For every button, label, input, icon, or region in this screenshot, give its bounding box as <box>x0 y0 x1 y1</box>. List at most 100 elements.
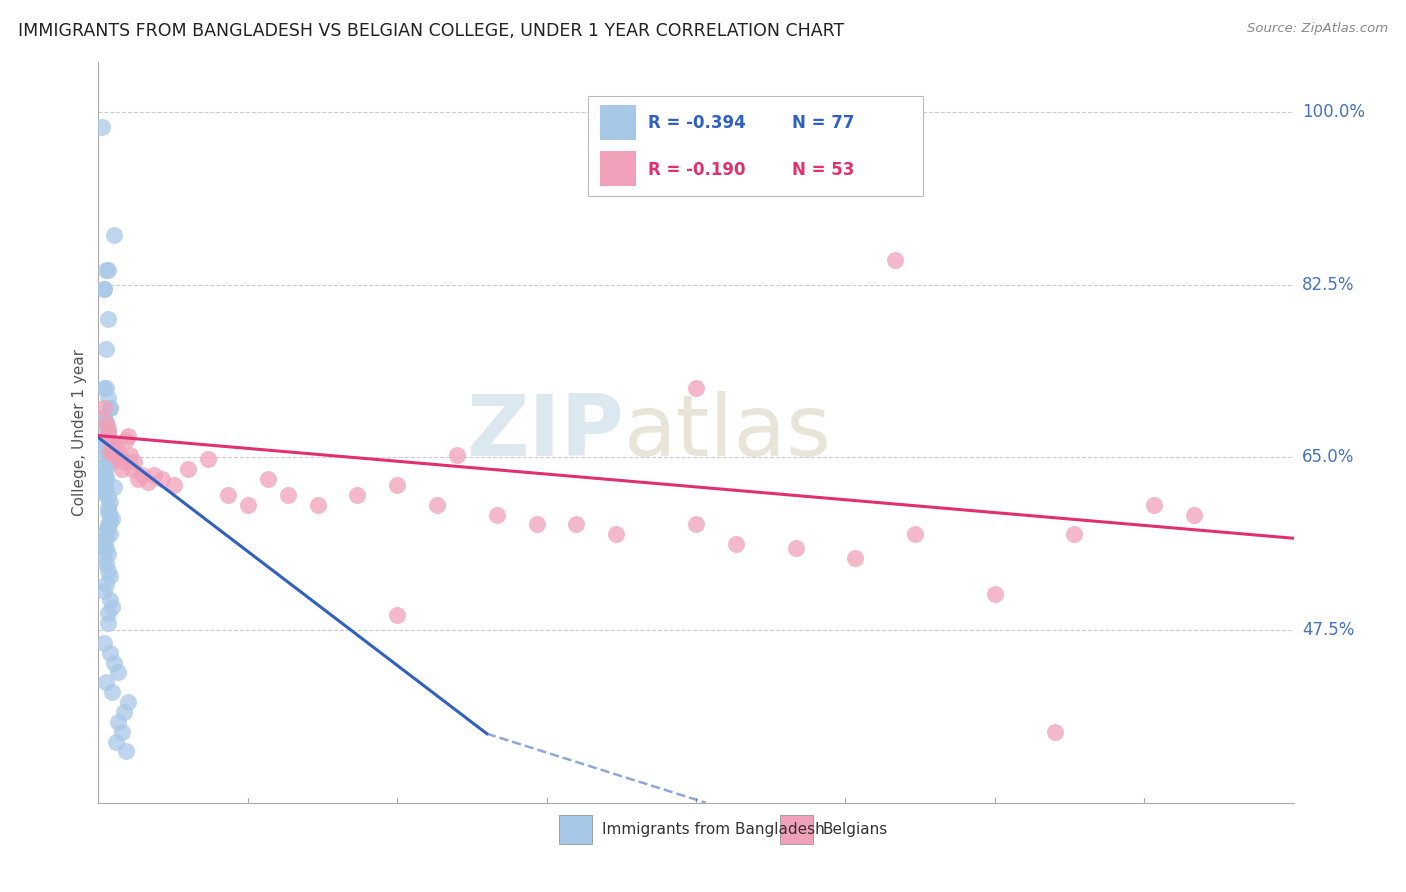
FancyBboxPatch shape <box>780 815 813 844</box>
Point <box>107 452 129 467</box>
Point <box>605 527 627 541</box>
Point <box>93 465 115 479</box>
Point <box>105 441 128 455</box>
Point <box>97 312 120 326</box>
Point <box>91 120 114 134</box>
Point <box>93 583 115 598</box>
Point <box>97 445 120 459</box>
Point <box>96 488 118 502</box>
Point <box>904 527 927 541</box>
Point <box>197 452 219 467</box>
Point <box>98 401 122 415</box>
Point <box>96 576 118 591</box>
Text: 100.0%: 100.0% <box>1302 103 1365 120</box>
Point <box>96 431 118 445</box>
Point <box>97 564 120 578</box>
Point <box>97 262 120 277</box>
Point <box>97 547 120 561</box>
Point <box>111 724 134 739</box>
Point <box>236 498 259 512</box>
Text: Source: ZipAtlas.com: Source: ZipAtlas.com <box>1247 22 1388 36</box>
Point <box>96 450 118 465</box>
Point <box>101 600 124 615</box>
Point <box>97 607 120 621</box>
Point <box>112 705 135 719</box>
Text: ZIP: ZIP <box>467 391 624 475</box>
Point <box>163 478 186 492</box>
Point <box>103 448 125 462</box>
Point <box>115 744 138 758</box>
Point <box>136 475 159 489</box>
Text: 65.0%: 65.0% <box>1302 449 1354 467</box>
Point <box>96 342 118 356</box>
Point <box>98 457 122 471</box>
Point <box>107 665 129 680</box>
Point <box>93 636 115 650</box>
Point <box>101 435 124 450</box>
FancyBboxPatch shape <box>600 104 636 140</box>
Point <box>98 450 122 465</box>
Point <box>93 441 115 455</box>
Point <box>96 470 118 484</box>
Point <box>93 468 115 483</box>
Point <box>112 455 135 469</box>
Point <box>96 541 118 555</box>
Point <box>97 391 120 405</box>
Point <box>93 283 115 297</box>
Point <box>93 410 115 425</box>
Point <box>1063 527 1085 541</box>
Point <box>485 508 508 522</box>
Text: IMMIGRANTS FROM BANGLADESH VS BELGIAN COLLEGE, UNDER 1 YEAR CORRELATION CHART: IMMIGRANTS FROM BANGLADESH VS BELGIAN CO… <box>18 22 845 40</box>
Point <box>98 401 122 415</box>
Point <box>124 455 146 469</box>
Point <box>426 498 449 512</box>
Point <box>93 475 115 489</box>
Text: atlas: atlas <box>624 391 832 475</box>
Text: R = -0.190: R = -0.190 <box>648 161 745 178</box>
Point <box>256 472 278 486</box>
Point <box>1182 508 1205 522</box>
Point <box>111 462 134 476</box>
Point <box>98 527 122 541</box>
Point <box>120 448 142 462</box>
Point <box>101 452 124 467</box>
Point <box>177 462 200 476</box>
Point <box>307 498 329 512</box>
Point <box>685 517 707 532</box>
Point <box>1143 498 1166 512</box>
FancyBboxPatch shape <box>600 151 636 186</box>
Point <box>115 433 138 447</box>
Point <box>98 435 122 450</box>
Point <box>96 557 118 571</box>
Point <box>93 537 115 551</box>
Point <box>143 468 166 483</box>
Text: N = 53: N = 53 <box>792 161 853 178</box>
Point <box>96 416 118 430</box>
Point <box>97 455 120 469</box>
Point <box>150 472 173 486</box>
Point <box>107 714 129 729</box>
Point <box>105 734 128 748</box>
Point <box>96 431 118 445</box>
Point <box>277 488 299 502</box>
Point <box>96 441 118 455</box>
Point <box>385 478 409 492</box>
Point <box>685 381 707 395</box>
Point <box>844 551 866 566</box>
Point <box>97 420 120 434</box>
Point <box>110 448 132 462</box>
Point <box>96 420 118 434</box>
Point <box>101 685 124 699</box>
Point <box>97 425 120 440</box>
Point <box>96 416 118 430</box>
Point <box>96 381 118 395</box>
Point <box>98 508 122 522</box>
Point <box>117 695 139 709</box>
Point <box>96 262 118 277</box>
Point <box>93 460 115 475</box>
Point <box>98 515 122 529</box>
Point <box>97 616 120 631</box>
Text: Belgians: Belgians <box>823 822 889 837</box>
Point <box>93 283 115 297</box>
Point <box>93 478 115 492</box>
